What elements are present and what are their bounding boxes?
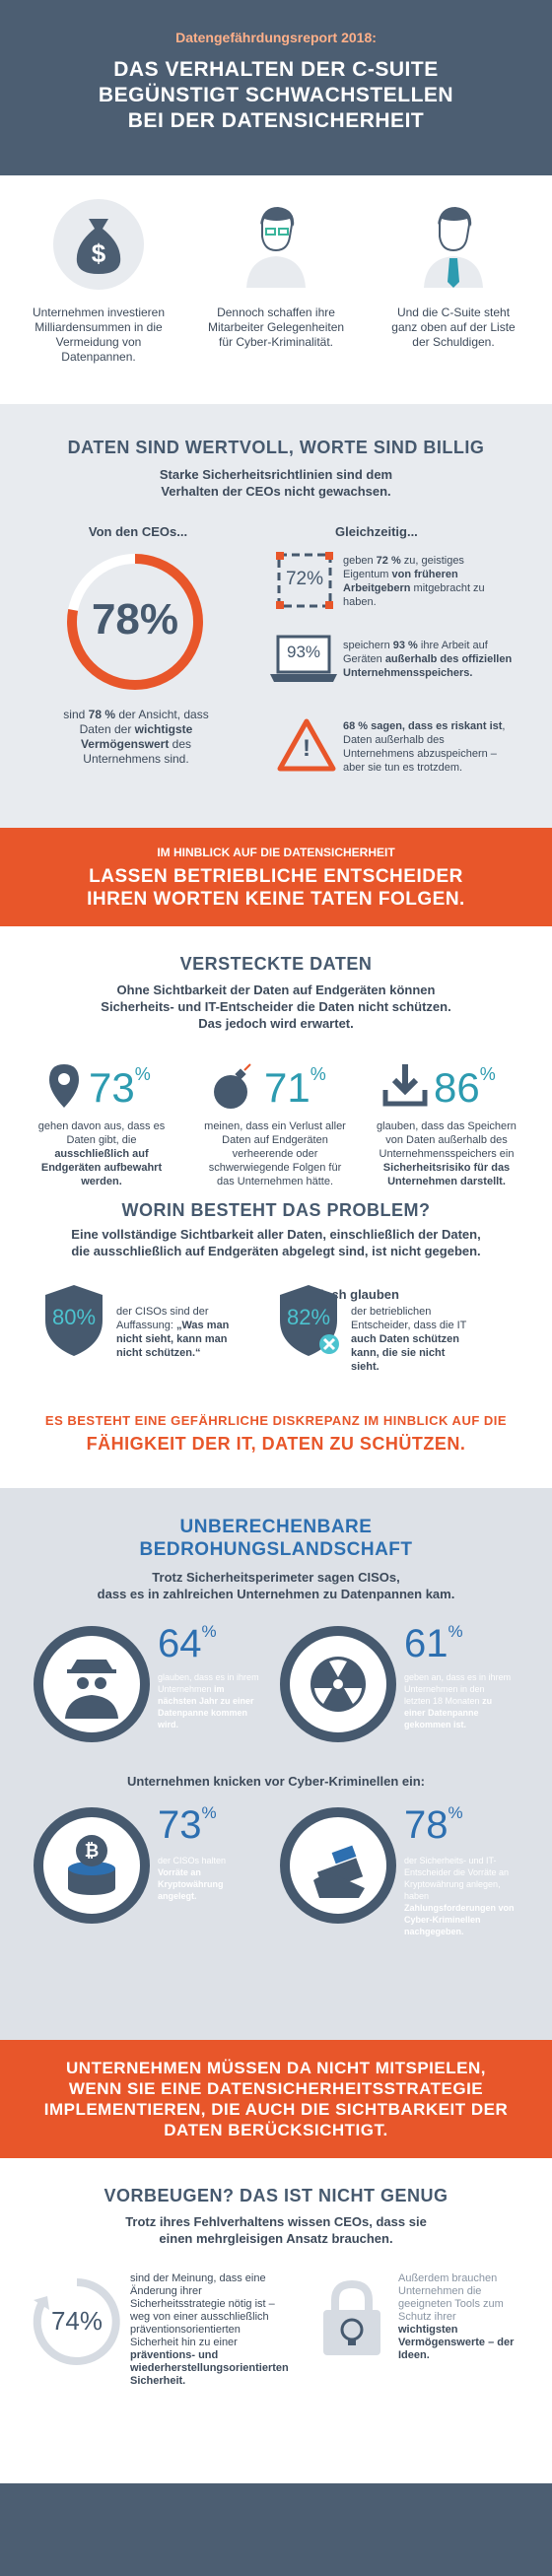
- stat-71-text: meinen, dass ein Verlust aller Daten auf…: [204, 1120, 346, 1187]
- laptop-icon: 93%: [268, 635, 339, 684]
- pct-93-value: 93%: [286, 643, 321, 661]
- banner-words-no-actions: IM HINBLICK AUF DIE DATENSICHERHEIT LASS…: [0, 828, 552, 926]
- pct-72-text: geben 72 % zu, geistiges Eigentum von fr…: [343, 555, 485, 608]
- intro-text-2: Dennoch schaffen ihre Mitarbeiter Gelege…: [207, 305, 345, 349]
- section-subtitle-threat: Trotz Sicherheitsperimeter sagen CISOs, …: [97, 1570, 455, 1601]
- header-kicker: Datengefährdungsreport 2018:: [175, 30, 377, 45]
- prevent-ideas-text: Außerdem brauchen Unternehmen die geeign…: [398, 2272, 515, 2361]
- pct-93-text: speichern 93 % ihre Arbeit auf Geräten a…: [343, 640, 513, 679]
- threat-landscape-section: UNBERECHENBARE BEDROHUNGSLANDSCHAFT Trot…: [0, 1488, 552, 2040]
- threat-61-text: geben an, dass es in ihrem Unternehmen i…: [404, 1672, 512, 1729]
- cave-in-head: Unternehmen knicken vor Cyber-Kriminelle…: [127, 1774, 425, 1789]
- banner1-line3: IHREN WORTEN KEINE TATEN FOLGEN.: [87, 889, 465, 910]
- threat-64-text: glauben, dass es in ihrem Unternehmen im…: [158, 1672, 259, 1729]
- intro-text-3: Und die C-Suite steht ganz oben auf der …: [391, 305, 516, 349]
- cycle-74-icon: 74%: [30, 2274, 124, 2369]
- section-title-prevent: VORBEUGEN? DAS IST NICHT GENUG: [104, 2186, 448, 2205]
- banner-strategy: UNTERNEHMEN MÜSSEN DA NICHT MITSPIELEN, …: [0, 2040, 552, 2158]
- threat-64-value: 64%: [158, 1622, 217, 1665]
- stat-86-text: glauben, dass das Speichern von Daten au…: [377, 1120, 517, 1187]
- stat-73-text: gehen davon aus, dass es Daten gibt, die…: [37, 1120, 166, 1187]
- lock-bulb-icon: [317, 2278, 386, 2357]
- hidden-data-section: VERSTECKTE DATEN Ohne Sichtbarkeit der D…: [0, 926, 552, 1399]
- meanwhile-column-head: Gleichzeitig...: [335, 524, 418, 539]
- shield-82-text: der betrieblichen Entscheider, dass die …: [351, 1306, 467, 1373]
- pct-72-box-icon: 72%: [276, 552, 333, 609]
- shield-82-value: 82%: [286, 1305, 331, 1329]
- pct-78-ring: 78%: [61, 548, 209, 696]
- banner1-line1: IM HINBLICK AUF DIE DATENSICHERHEIT: [157, 846, 395, 859]
- discrepancy-line1: ES BESTEHT EINE GEFÄHRLICHE DISKREPANZ I…: [44, 1413, 508, 1428]
- radiation-ring-icon: [280, 1626, 396, 1742]
- pct-68-text: 68 % sagen, dass es riskant ist, Daten a…: [343, 720, 506, 774]
- ceo-column-head: Von den CEOs...: [88, 524, 188, 539]
- section-title-valuable: DATEN SIND WERTVOLL, WORTE SIND BILLIG: [67, 438, 485, 457]
- problem-title: WORIN BESTEHT DAS PROBLEM?: [121, 1200, 431, 1220]
- pct-78-text: sind 78 % der Ansicht, dass Daten der wi…: [63, 708, 209, 766]
- shield-80-text: der CISOs sind der Auffassung: „Was man …: [116, 1306, 230, 1359]
- bomb-icon: [209, 1062, 258, 1112]
- employee-icon: [229, 197, 323, 292]
- stat-71-value: 71%: [264, 1064, 326, 1111]
- shield-80-icon: 80%: [41, 1283, 106, 1358]
- crypto-73-text: der CISOs halten Vorräte an Kryptowährun…: [158, 1856, 227, 1901]
- download-icon: [382, 1062, 428, 1108]
- pct-78-value: 78%: [91, 595, 179, 644]
- intro-section: $ Unternehmen investieren Milliardensumm…: [0, 175, 552, 404]
- shield-82-icon: 82%: [276, 1283, 341, 1358]
- crypto-78-value: 78%: [404, 1803, 463, 1847]
- crypto-73-value: 73%: [158, 1803, 217, 1847]
- intro-text-1: Unternehmen investieren Milliardensummen…: [32, 305, 166, 364]
- threat-61-value: 61%: [404, 1622, 463, 1665]
- executive-icon: [406, 197, 501, 292]
- money-bag-icon: $: [51, 197, 146, 292]
- location-pin-icon: [47, 1062, 81, 1110]
- discrepancy-line2: FÄHIGKEIT DER IT, DATEN ZU SCHÜTZEN.: [86, 1434, 466, 1454]
- svg-text:$: $: [92, 238, 106, 268]
- prevent-74-value: 74%: [50, 2306, 104, 2336]
- bitcoin-ring-icon: ₿: [34, 1807, 150, 1924]
- section-subtitle-valuable: Starke Sicherheitsrichtlinien sind dem V…: [159, 467, 393, 499]
- page-title: DAS VERHALTEN DER C-SUITE BEGÜNSTIGT SCH…: [98, 58, 454, 132]
- data-valuable-section: DATEN SIND WERTVOLL, WORTE SIND BILLIG S…: [0, 404, 552, 828]
- shield-80-value: 80%: [51, 1305, 97, 1329]
- stat-73-value: 73%: [89, 1064, 151, 1111]
- header-section: Datengefährdungsreport 2018: DAS VERHALT…: [0, 0, 552, 175]
- section-subtitle-prevent: Trotz ihres Fehlverhaltens wissen CEOs, …: [125, 2214, 427, 2246]
- section-subtitle-hidden: Ohne Sichtbarkeit der Daten auf Endgerät…: [101, 983, 451, 1031]
- problem-subtitle: Eine vollständige Sichtbarkeit aller Dat…: [71, 1227, 481, 1258]
- svg-text:₿: ₿: [85, 1841, 100, 1861]
- section-title-threat: UNBERECHENBARE BEDROHUNGSLANDSCHAFT: [139, 1517, 413, 1560]
- stat-86-value: 86%: [434, 1064, 496, 1111]
- prevent-74-text: sind der Meinung, dass eine Änderung ihr…: [130, 2272, 289, 2387]
- discrepancy-statement: ES BESTEHT EINE GEFÄHRLICHE DISKREPANZ I…: [0, 1399, 552, 1488]
- warning-mark: !: [303, 735, 310, 762]
- pct-72-value: 72%: [285, 569, 324, 589]
- footer: [0, 2483, 552, 2576]
- section-title-hidden: VERSTECKTE DATEN: [179, 954, 373, 974]
- prevent-section: VORBEUGEN? DAS IST NICHT GENUG Trotz ihr…: [0, 2158, 552, 2483]
- crypto-78-text: der Sicherheits- und IT-Entscheider die …: [404, 1856, 515, 1936]
- payment-ring-icon: [280, 1807, 396, 1924]
- banner1-line2: LASSEN BETRIEBLICHE ENTSCHEIDER: [89, 866, 463, 887]
- warning-icon: !: [276, 717, 337, 773]
- spy-ring-icon: [34, 1626, 150, 1742]
